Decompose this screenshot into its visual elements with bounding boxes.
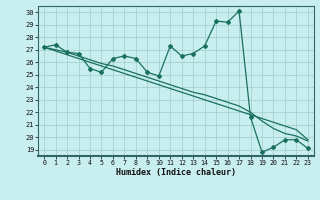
X-axis label: Humidex (Indice chaleur): Humidex (Indice chaleur) <box>116 168 236 177</box>
